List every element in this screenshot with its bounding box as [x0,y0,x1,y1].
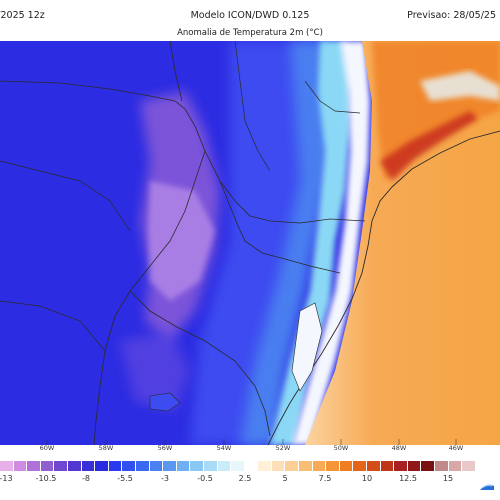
lon-label: 48W [391,444,407,452]
colorbar-cell [149,461,164,471]
colorbar-cell [299,461,313,471]
colorbar-label: -3 [161,474,169,483]
brand-logo-icon [480,484,494,490]
north-white-patch [420,71,500,101]
coastline [267,130,500,445]
run-date-label: /05/2025 12z [0,10,45,21]
longitude-labels: 60W 58W 56W 54W 52W 50W 48W 46W [0,444,500,456]
red-coastal-band [380,111,478,181]
colorbar-label: 15 [442,474,454,483]
colorbar-label: 10 [361,474,373,483]
colorbar-cell [435,461,449,471]
colorbar-cell [217,461,232,471]
colorbar-cell [67,461,82,471]
colorbar-cell [13,461,28,471]
sp-pr-border [304,80,361,114]
colorbar-cell [367,461,381,471]
header: /05/2025 12z Modelo ICON/DWD 0.125 Previ… [0,0,500,42]
sc-rs-border [219,180,341,274]
colorbar-cell [40,461,55,471]
purple-south [120,331,190,411]
lon-label: 58W [98,444,114,452]
temperature-anomaly-map [0,41,500,445]
colorbar-cell [421,461,435,471]
colorbar-cell [462,461,476,471]
colorbar-cell [122,461,136,471]
colorbar-cell [81,461,96,471]
colorbar-label: 7.5 [318,474,332,483]
colorbar-cell [163,461,177,471]
anomaly-colorbar [0,461,476,471]
colorbar-label: -10.5 [35,474,57,483]
light-purple-core [148,181,215,301]
colorbar-cell [394,461,408,471]
colorbar-cell [108,461,123,471]
lagoa-dos-patos [291,302,323,392]
lon-label: 56W [157,444,173,452]
colorbar-labels: -13 -10.5 -8 -5.5 -3 -0.5 2.5 5 7.5 10 1… [0,474,500,486]
colorbar-cell [0,461,14,471]
lon-label: 54W [216,444,232,452]
cyan-transition [270,41,352,445]
colorbar-cell [339,461,354,471]
colorbar-label: -13 [0,474,13,483]
colorbar-label: -8 [82,474,90,483]
paraguay-border [169,41,183,102]
lon-label: 46W [448,444,464,452]
longitude-ticks [46,439,457,445]
model-label: Modelo ICON/DWD 0.125 [190,10,310,21]
colorbar-cell [258,461,272,471]
colorbar-cell [54,461,68,471]
warm-ocean-field [305,41,500,445]
colorbar-cell [244,461,259,471]
argentina-province-border [0,160,131,232]
colorbar-cell [380,461,395,471]
light-blue-zone [240,41,338,445]
forecast-date-label: Previsao: 28/05/25 [407,10,496,21]
colorbar-cell [190,461,204,471]
map-subtitle: Anomalia de Temperatura 2m (°C) [177,28,323,38]
ms-pr-border [234,41,271,172]
lon-label: 50W [333,444,349,452]
colorbar-label: 12.5 [399,474,417,483]
colorbar-cell [326,461,340,471]
colorbar-cell [231,461,245,471]
colorbar-cell [27,461,41,471]
colorbar-cell [312,461,327,471]
map-svg [0,41,500,445]
colorbar-label: -0.5 [197,474,213,483]
colorbar-cell [407,461,422,471]
uruguay-border [129,290,271,437]
colorbar-cell [271,461,286,471]
colorbar-cell [285,461,300,471]
rio-da-prata [149,392,181,412]
colorbar-cell [353,461,368,471]
lon-label: 60W [39,444,55,452]
colorbar-cell [176,461,191,471]
colorbar-label: 5 [282,474,288,483]
colorbar-cell [203,461,218,471]
colorbar-label: 2.5 [238,474,252,483]
lon-label: 52W [275,444,291,452]
white-transition [292,41,370,445]
entre-rios-border [0,300,106,352]
colorbar-cell [135,461,150,471]
colorbar-label: -5.5 [117,474,133,483]
colorbar-cell [448,461,463,471]
colorbar-cell [95,461,109,471]
